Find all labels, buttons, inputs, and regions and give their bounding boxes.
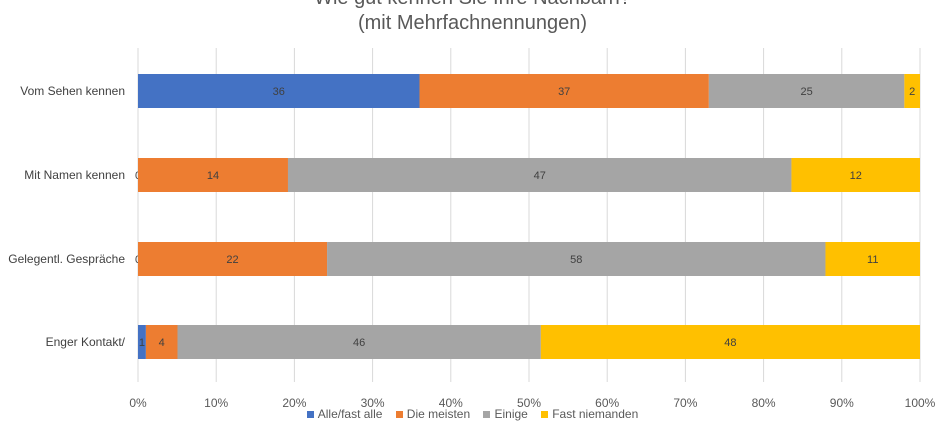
bar-segment [177,325,541,359]
legend-label: Die meisten [406,407,471,421]
data-label: 22 [226,254,238,266]
x-tick-label: 30% [361,396,385,410]
data-label: 12 [850,170,862,182]
x-tick-label: 20% [282,396,306,410]
bar-segment [825,242,920,276]
category-label: Gelegentl. Gespräche [8,252,125,266]
legend-swatch [306,411,314,418]
bar-segment [791,158,920,192]
data-label: 1 [139,337,145,349]
chart-legend: Alle/fast alle Die meisten Einige Fast n… [0,407,945,421]
category-label: Mit Namen kennen [24,168,125,182]
data-label: 4 [159,337,165,349]
category-label: Vom Sehen kennen [20,84,125,98]
chart-title: Wie gut kennen Sie Ihre Nachbarn? [0,0,945,10]
data-label: 2 [909,86,915,98]
x-tick-label: 40% [439,396,463,410]
legend-label: Einige [494,407,528,421]
legend-item-fast-niemanden: Fast niemanden [541,407,638,421]
bar-segment [138,325,146,359]
data-label: 25 [800,86,812,98]
legend-swatch [483,411,491,418]
data-label: 11 [867,254,878,266]
legend-swatch [541,411,549,418]
x-tick-label: 60% [595,396,619,410]
bar-segment [287,158,792,192]
x-tick-label: 100% [905,396,936,410]
bar-segment [138,242,328,276]
bar-segment [327,242,826,276]
bar-segment [138,158,288,192]
x-tick-label: 70% [673,396,697,410]
data-label: 14 [207,170,219,182]
bar-segment [138,74,420,108]
legend-label: Fast niemanden [552,407,639,421]
x-tick-label: 10% [204,396,228,410]
bar-segment [904,74,920,108]
data-label: 58 [570,254,582,266]
bar-segment [145,325,178,359]
legend-label: Alle/fast alle [317,407,383,421]
data-label: 37 [558,86,570,98]
legend-item-alle-fast-alle: Alle/fast alle [306,407,383,421]
x-tick-label: 80% [752,396,776,410]
x-tick-label: 90% [830,396,854,410]
category-label: Enger Kontakt/ [46,335,126,349]
legend-item-die-meisten: Die meisten [395,407,471,421]
bar-segment [540,325,920,359]
data-label: 48 [724,337,736,349]
legend-swatch [395,411,403,418]
x-tick-label: 50% [517,396,541,410]
chart-subtitle: (mit Mehrfachnennungen) [357,12,587,34]
bar-segment [419,74,709,108]
data-label: 36 [273,86,285,98]
bar-segment [708,74,905,108]
legend-item-einige: Einige [483,407,528,421]
x-tick-label: 0% [129,396,147,410]
data-label: 47 [534,170,546,182]
data-label: 46 [353,337,365,349]
